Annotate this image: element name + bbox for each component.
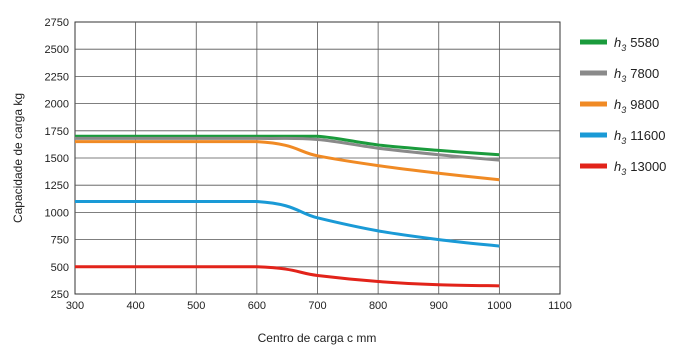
grid [75,22,560,294]
y-axis-ticks: 250 500 750 1000 1250 1500 1750 2000 2250 2500 275… [45,17,69,301]
legend-label-7800: h3 7800 [614,66,659,84]
y-tick-label: 1250 [45,180,69,192]
y-tick-label: 1500 [45,153,69,165]
x-tick-label: 800 [369,300,387,312]
y-axis-title: Capacidade de carga kg [11,93,25,223]
legend-label-11600: h3 11600 [614,128,665,146]
y-tick-label: 1750 [45,126,69,138]
series-lines [75,134,500,288]
series-line-13000 [75,265,500,288]
x-tick-label: 300 [66,300,84,312]
x-tick-label: 600 [248,300,266,312]
y-tick-label: 2250 [45,71,69,83]
y-tick-label: 500 [51,262,69,274]
y-tick-label: 750 [51,235,69,247]
legend-label-13000: h3 13000 [614,159,666,177]
series-line-9800 [75,140,500,182]
y-tick-label: 2500 [45,44,69,56]
x-tick-label: 900 [430,300,448,312]
x-tick-label: 700 [308,300,326,312]
series-line-5580 [75,134,500,157]
legend-label-5580: h3 5580 [614,35,659,53]
y-tick-label: 2000 [45,99,69,111]
legend: h3 5580 h3 7800 h3 9800 h3 11600 h3 13000 [580,35,666,177]
x-axis-ticks: 300 400 500 600 700 800 900 1000 1100 [66,300,572,312]
y-tick-label: 250 [51,289,69,301]
x-tick-label: 400 [126,300,144,312]
x-tick-label: 500 [187,300,205,312]
y-tick-label: 1000 [45,207,69,219]
series-line-7800 [75,136,500,162]
x-axis-title: Centro de carga c mm [258,331,377,345]
series-line-11600 [75,200,500,248]
y-tick-label: 2750 [45,17,69,29]
x-tick-label: 1000 [487,300,511,312]
legend-label-9800: h3 9800 [614,97,659,115]
x-tick-label: 1100 [548,300,572,312]
